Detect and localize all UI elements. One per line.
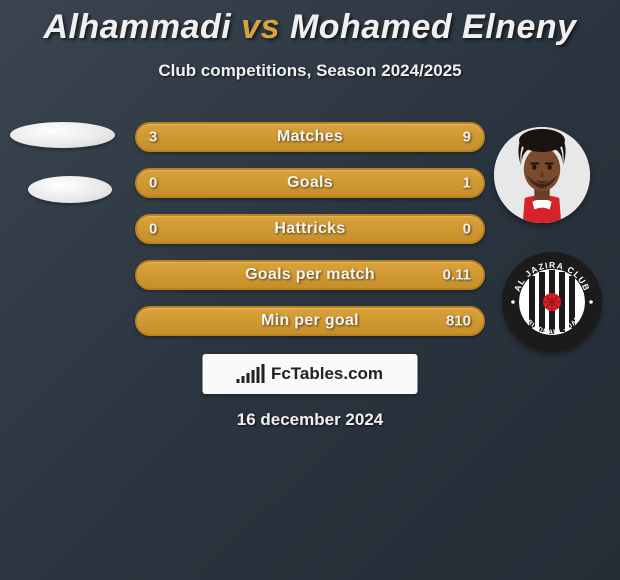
stat-right-value: 0 — [463, 221, 471, 238]
title-player1: Alhammadi — [43, 8, 231, 46]
player1-photo-placeholder — [10, 122, 115, 148]
stat-row-matches: 3 Matches 9 — [135, 122, 485, 152]
date-text: 16 december 2024 — [0, 410, 620, 430]
stat-label: Goals — [287, 174, 333, 192]
stat-row-hattricks: 0 Hattricks 0 — [135, 214, 485, 244]
stat-right-value: 9 — [463, 129, 471, 146]
stat-left-value: 0 — [149, 175, 157, 192]
stat-label: Min per goal — [261, 312, 359, 330]
title: Alhammadi vs Mohamed Elneny — [0, 0, 620, 47]
stat-row-goals: 0 Goals 1 — [135, 168, 485, 198]
player2-photo — [494, 127, 590, 223]
stat-label: Goals per match — [245, 266, 375, 284]
player1-club-logo-placeholder — [28, 176, 112, 203]
subtitle: Club competitions, Season 2024/2025 — [0, 61, 620, 81]
brand-text: FcTables.com — [271, 364, 383, 384]
player2-club-logo: AL JAZIRA CLUB ABU DHABI - UAE — [502, 252, 602, 352]
stat-row-min-per-goal: Min per goal 810 — [135, 306, 485, 336]
stat-label: Hattricks — [274, 220, 345, 238]
brand-bars-icon — [237, 365, 265, 383]
stat-left-value: 3 — [149, 129, 157, 146]
stat-right-value: 1 — [463, 175, 471, 192]
title-player2: Mohamed Elneny — [290, 8, 577, 46]
stat-rows: 3 Matches 9 0 Goals 1 0 Hattricks 0 Goal… — [135, 122, 485, 352]
stat-row-goals-per-match: Goals per match 0.11 — [135, 260, 485, 290]
stat-right-value: 810 — [446, 313, 471, 330]
stat-left-value: 0 — [149, 221, 157, 238]
title-vs: vs — [241, 8, 280, 46]
stat-right-value: 0.11 — [443, 267, 471, 284]
brand-badge: FcTables.com — [203, 354, 418, 394]
stat-label: Matches — [277, 128, 343, 146]
comparison-card: Alhammadi vs Mohamed Elneny Club competi… — [0, 0, 620, 580]
